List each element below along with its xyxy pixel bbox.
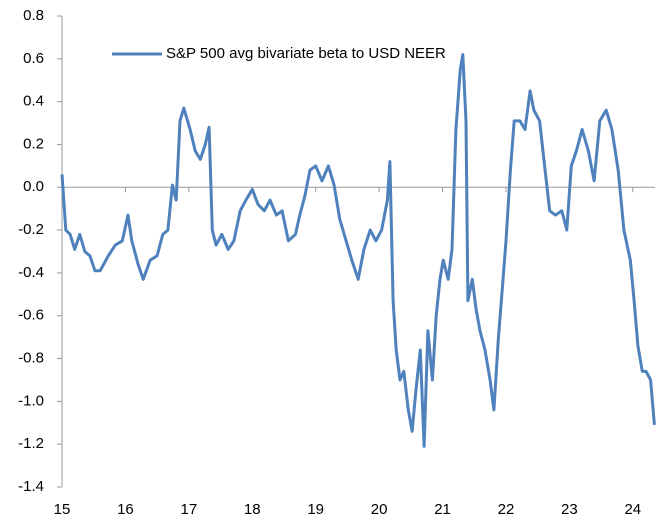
data-line bbox=[60, 53, 656, 448]
x-tick-label: 18 bbox=[244, 501, 261, 518]
x-tick-label: 15 bbox=[54, 501, 71, 518]
y-tick-label: -0.8 bbox=[18, 350, 44, 367]
x-tick-label: 21 bbox=[434, 501, 451, 518]
y-tick-label: 0.2 bbox=[23, 135, 44, 152]
y-tick-label: -1.0 bbox=[18, 392, 44, 409]
y-tick-label: 0.8 bbox=[23, 7, 44, 24]
y-tick-label: 0.4 bbox=[23, 93, 44, 110]
y-tick-label: 0.6 bbox=[23, 50, 44, 67]
x-tick-label: 22 bbox=[498, 501, 515, 518]
x-tick-label: 20 bbox=[371, 501, 388, 518]
y-tick-label: -0.4 bbox=[18, 264, 44, 281]
x-tick-label: 16 bbox=[117, 501, 134, 518]
y-tick-label: -1.4 bbox=[18, 478, 44, 495]
y-tick-label: 0.0 bbox=[23, 178, 44, 195]
x-tick-label: 24 bbox=[624, 501, 641, 518]
x-tick-label: 17 bbox=[181, 501, 198, 518]
x-tick-label: 19 bbox=[307, 501, 324, 518]
legend-label: S&P 500 avg bivariate beta to USD NEER bbox=[166, 45, 446, 62]
y-tick-label: -0.2 bbox=[18, 221, 44, 238]
y-tick-label: -0.6 bbox=[18, 307, 44, 324]
x-tick-label: 23 bbox=[561, 501, 578, 518]
y-tick-label: -1.2 bbox=[18, 435, 44, 452]
